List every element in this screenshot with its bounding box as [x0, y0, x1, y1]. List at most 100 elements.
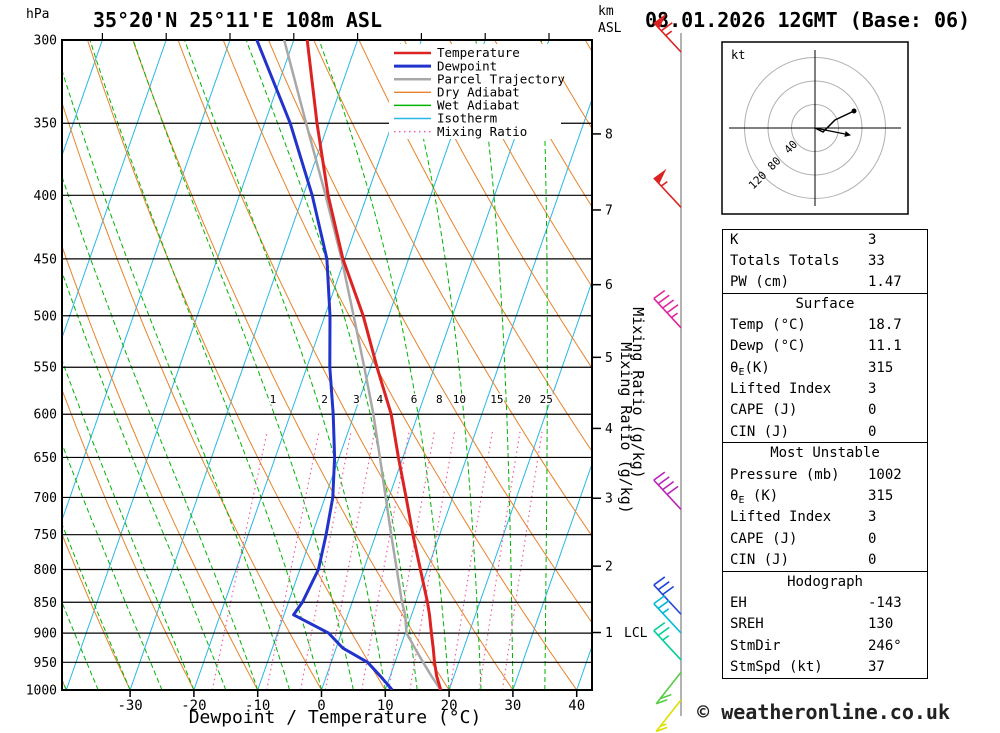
station-title: 35°20'N 25°11'E 108m ASL	[93, 8, 382, 32]
svg-text:2: 2	[321, 393, 328, 406]
svg-text:10: 10	[377, 698, 394, 714]
svg-text:7: 7	[605, 203, 613, 218]
svg-text:15: 15	[490, 393, 503, 406]
wet-adiabats	[62, 40, 548, 690]
altitude-axis-unit-km: km	[598, 4, 614, 19]
svg-text:-30: -30	[117, 698, 142, 714]
table-row-value: 0	[868, 402, 877, 419]
table-row-label: CAPE (J)	[730, 402, 798, 419]
svg-text:1: 1	[605, 626, 613, 641]
table-row: Totals Totals 33	[723, 251, 927, 272]
legend-label: Temperature	[437, 45, 520, 60]
table-row-label: Temp (°C)	[730, 317, 806, 334]
table-row-value: 18.7	[868, 317, 902, 334]
table-section: K 3 Totals Totals 33 PW (cm) 1.47	[722, 228, 928, 295]
table-row: CIN (J) 0	[723, 422, 927, 443]
table-row-value: 37	[868, 658, 885, 675]
table-section: Most Unstable Pressure (mb) 1002 θE (K) 315 L…	[722, 442, 928, 573]
svg-text:1000: 1000	[26, 684, 57, 699]
svg-text:500: 500	[34, 309, 57, 324]
legend-label: Wet Adiabat	[437, 98, 520, 113]
svg-text:4: 4	[376, 393, 383, 406]
table-row-value: 0	[868, 530, 877, 547]
table-row-label-subscript: E	[738, 495, 745, 507]
km-axis: 1 LCL 2 3 4 5 6 7 8	[593, 127, 648, 641]
x-axis: -30 -20 -10 0 10 20 30 40 Dewpoint / Temperature…	[117, 690, 585, 728]
svg-text:950: 950	[34, 656, 57, 671]
isotherms	[62, 40, 592, 690]
svg-text:0: 0	[317, 698, 325, 714]
table-row-value: 0	[868, 423, 877, 440]
table-section: Surface Temp (°C) 18.7 Dewp (°C) 11.1 θE(K) 31…	[722, 292, 928, 444]
table-row: Pressure (mb) 1002	[723, 465, 927, 486]
table-row-value: 33	[868, 252, 885, 269]
table-row-label: CIN (J)	[730, 551, 790, 568]
legend-label: Dewpoint	[437, 58, 497, 73]
table-row-value: 0	[868, 551, 877, 568]
dry-adiabats	[62, 40, 592, 690]
svg-text:-20: -20	[181, 698, 206, 714]
wind-barb	[653, 13, 682, 53]
table-row-label: EH	[730, 595, 747, 612]
table-row-label: SREH	[730, 616, 764, 633]
svg-text:25: 25	[540, 393, 553, 406]
svg-text:3: 3	[353, 393, 360, 406]
table-row: SREH 130	[723, 614, 927, 635]
table-section-header: Most Unstable	[770, 445, 880, 462]
table-row: Temp (°C) 18.7	[723, 315, 927, 336]
table-row-value: 11.1	[868, 338, 902, 355]
table-row-label: θE (K)	[730, 488, 779, 507]
table-section-header: Surface	[795, 295, 855, 312]
table-row: θE(K) 315	[723, 358, 927, 379]
wind-barb	[653, 576, 682, 615]
svg-text:300: 300	[34, 34, 57, 49]
table-row-label: K	[730, 231, 739, 248]
dewpoint-curve	[255, 40, 394, 690]
svg-text:8: 8	[605, 127, 613, 142]
svg-text:5: 5	[605, 351, 613, 366]
svg-text:10: 10	[453, 393, 466, 406]
svg-text:4: 4	[605, 422, 613, 437]
svg-text:850: 850	[34, 596, 57, 611]
svg-text:650: 650	[34, 451, 57, 466]
table-row: Lifted Index 3	[723, 507, 927, 528]
mixing-ratio-lines	[211, 431, 543, 690]
table-row-label: θE(K)	[730, 359, 770, 378]
wind-barb	[653, 168, 682, 208]
table-row: CAPE (J) 0	[723, 529, 927, 550]
table-row-label: StmDir	[730, 637, 781, 654]
svg-text:800: 800	[34, 563, 57, 578]
pressure-axis-labels: 300 350 400 450 500 550 600 650 700 750 800 850 900 9…	[26, 34, 57, 699]
pressure-axis-unit: hPa	[26, 7, 50, 22]
table-row: StmSpd (kt) 37	[723, 657, 927, 678]
svg-text:Mixing Ratio (g/kg): Mixing Ratio (g/kg)	[617, 342, 635, 514]
wind-barb	[653, 471, 682, 510]
svg-text:-10: -10	[245, 698, 270, 714]
table-row: CIN (J) 0	[723, 550, 927, 571]
table-row-value: 130	[868, 616, 894, 633]
table-row-value: 246°	[868, 637, 902, 654]
svg-text:Mixing Ratio (g/kg): Mixing Ratio (g/kg)	[629, 307, 647, 479]
svg-text:700: 700	[34, 491, 57, 506]
svg-text:20: 20	[518, 393, 531, 406]
top-ticks	[101, 33, 550, 40]
table-row: StmDir 246°	[723, 636, 927, 657]
table-row: EH -143	[723, 593, 927, 614]
table-row-label-subscript: E	[738, 366, 745, 378]
run-datetime: 08.01.2026 12GMT (Base: 06)	[645, 8, 971, 32]
svg-text:750: 750	[34, 528, 57, 543]
legend-label: Dry Adiabat	[437, 85, 520, 100]
svg-text:1: 1	[270, 393, 277, 406]
legend-label: Mixing Ratio	[437, 124, 527, 139]
table-row-label: Lifted Index	[730, 509, 832, 526]
table-row: Lifted Index 3	[723, 379, 927, 400]
svg-text:Dewpoint / Temperature (°C): Dewpoint / Temperature (°C)	[189, 707, 482, 728]
table-row-label: Lifted Index	[730, 381, 832, 398]
table-row-label: CAPE (J)	[730, 530, 798, 547]
table-row: θE (K) 315	[723, 486, 927, 507]
svg-text:40: 40	[568, 698, 585, 714]
plot-frame	[61, 39, 593, 691]
